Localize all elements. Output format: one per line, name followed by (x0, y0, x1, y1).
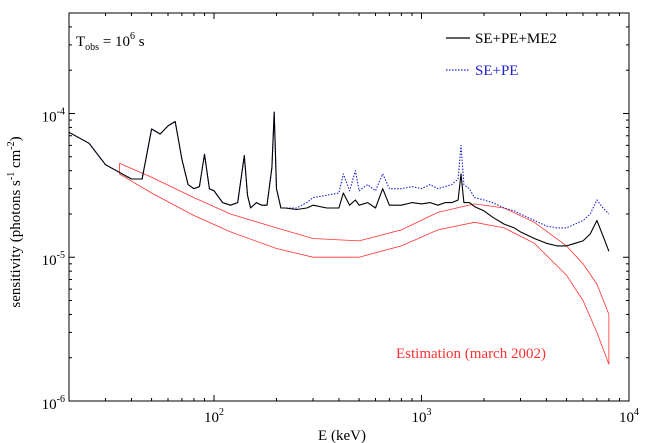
y-tick-label-base: 10 (42, 397, 57, 413)
y-tick-label: 10-5 (42, 250, 65, 269)
y-axis-label-mid: cm (8, 149, 24, 171)
estimation-band (119, 162, 610, 365)
y-tick-label-exp: -6 (57, 394, 65, 405)
y-tick-label-base: 10 (42, 109, 57, 125)
x-tick-label-base: 10 (412, 410, 427, 426)
y-axis-label-base: sensitivity (photons s (8, 180, 24, 308)
legend-label-se-pe-me2: SE+PE+ME2 (475, 31, 557, 47)
series-line-se-pe (68, 111, 610, 229)
y-axis-label: sensitivity (photons s-1 cm-2) (6, 136, 24, 307)
x-tick-label: 104 (619, 407, 639, 426)
legend: SE+PE+ME2 SE+PE (446, 31, 557, 79)
x-tick-label: 103 (412, 407, 432, 426)
x-tick-label-base: 10 (619, 410, 634, 426)
y-tick-label-exp: -4 (57, 106, 65, 117)
y-tick-label-base: 10 (42, 253, 57, 269)
estimation-annotation: Estimation (march 2002) (396, 346, 546, 362)
x-tick-label-base: 10 (204, 410, 219, 426)
tobs-annotation-post: s (135, 34, 145, 50)
series-lines (68, 111, 610, 252)
estimation-upper-line (119, 162, 610, 315)
tobs-annotation-sup: 6 (130, 31, 135, 42)
x-axis-label: E (keV) (318, 428, 366, 443)
tobs-annotation-sub: obs (85, 42, 99, 53)
y-tick-label: 10-4 (42, 106, 65, 125)
y-tick-label: 10-6 (42, 394, 65, 413)
y-axis-label-exp2: -2 (6, 141, 17, 149)
series-line-se-pe-me2 (68, 111, 610, 252)
y-axis-label-exp1: -1 (6, 172, 17, 180)
axis-ticks (68, 12, 630, 402)
tobs-annotation-pre: T (76, 34, 85, 50)
y-tick-label-exp: -5 (57, 250, 65, 261)
estimation-lower-line (119, 173, 610, 365)
x-tick-label-exp: 2 (219, 407, 224, 418)
tobs-annotation-mid: = 10 (99, 34, 130, 50)
x-tick-label: 102 (204, 407, 224, 426)
x-tick-label-exp: 4 (634, 407, 639, 418)
tobs-annotation: Tobs = 106 s (76, 31, 145, 53)
y-axis-label-end: ) (8, 136, 24, 141)
x-tick-label-exp: 3 (427, 407, 432, 418)
plot-frame (68, 12, 630, 402)
legend-label-se-pe: SE+PE (475, 63, 518, 79)
